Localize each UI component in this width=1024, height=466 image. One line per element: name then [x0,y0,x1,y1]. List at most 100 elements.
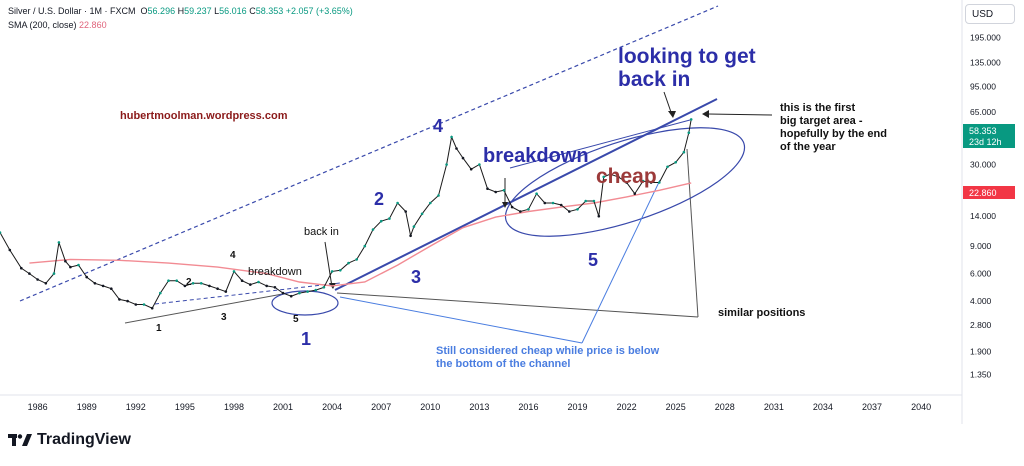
price-point [20,266,23,270]
price-point [191,282,195,285]
x-tick-label: 2001 [273,402,293,412]
chart-legend: Silver / U.S. Dollar · 1M · FXCM O56.296… [8,4,353,32]
sma-badge-value: 22.860 [969,188,997,198]
sma-badge: 22.860 [963,186,1015,199]
tradingview-logo-icon [8,434,32,446]
price-point [64,259,67,263]
price-point [199,282,203,285]
x-tick-label: 2007 [371,402,391,412]
price-point [429,201,432,205]
price-point [159,291,162,295]
x-tick-label: 1995 [175,402,195,412]
watermark-text: hubertmoolman.wordpress.com [120,110,288,122]
y-tick-label: 195.000 [970,33,1001,43]
price-point [118,298,121,301]
x-tick-label: 2019 [568,402,588,412]
price-point [101,284,105,288]
price-point [306,290,309,293]
similar-positions-label: similar positions [718,307,805,319]
price-point [183,284,187,288]
legend-row-symbol: Silver / U.S. Dollar · 1M · FXCM O56.296… [8,4,353,18]
price-point [404,210,408,213]
legend-symbol[interactable]: Silver / U.S. Dollar · 1M · FXCM [8,6,136,16]
price-point [682,150,686,154]
price-point [461,156,465,160]
legend-open: 56.296 [147,6,176,16]
looking-arrow-head [668,111,676,118]
price-point [412,225,416,228]
legend-change: +2.057 (+3.65%) [285,6,353,16]
price-point [371,228,375,231]
legend-high-label: H [177,6,185,16]
x-tick-label: 1992 [126,402,146,412]
similar-positions-line-right [686,148,699,318]
sma-200-line [29,182,692,287]
price-point [44,282,48,285]
legend-sma-value: 22.860 [79,20,107,30]
breakdown-big-label: breakdown [483,145,589,167]
price-point [110,287,113,291]
legend-row-sma: SMA (200, close) 22.860 [8,18,353,32]
price-point [409,234,412,237]
x-tick-label: 2010 [420,402,440,412]
price-point [208,284,211,288]
y-tick-label: 1.350 [970,370,992,380]
y-tick-label: 2.800 [970,320,992,330]
wave-2-big: 2 [374,189,384,209]
price-point [608,172,612,176]
price-point [568,210,571,213]
target-arrow [707,113,773,116]
price-point [52,272,56,275]
price-point [224,290,228,293]
last-price-badge: 58.353 23d 12h [963,124,1015,148]
legend-sma-label[interactable]: SMA (200, close) [8,20,77,30]
price-point [597,214,601,218]
price-point [379,219,383,223]
price-point [687,131,691,134]
price-point [450,135,453,139]
price-point [134,303,138,306]
price-point [265,284,269,288]
price-point [289,294,293,298]
last-price-value: 58.353 [969,126,997,136]
tradingview-brand: TradingView [37,431,131,448]
y-tick-label: 95.000 [970,81,996,91]
wave-1-big: 1 [301,329,311,349]
price-point [445,163,448,166]
price-point [689,118,693,121]
price-point [347,261,350,265]
price-point [175,279,178,283]
price-point [602,175,605,179]
price-point [625,181,628,184]
x-tick-label: 2013 [469,402,489,412]
looking-text-2: back in [618,68,690,91]
x-axis-ticks: 1986 1989 1992 1995 1998 2001 2004 2007 2010 2013… [28,402,932,412]
price-point [126,299,129,303]
price-point [322,286,326,289]
price-point [592,199,596,203]
currency-button[interactable]: USD [965,4,1015,24]
small-wave-5: 5 [293,314,299,325]
wave-4-big: 4 [433,116,443,136]
still-cheap-pointer-right [581,179,661,344]
tradingview-logo[interactable]: TradingView [8,431,131,449]
price-point [649,181,653,184]
price-point [142,303,146,306]
small-wave-4: 4 [230,250,236,261]
legend-high: 59.237 [184,6,212,16]
price-points [0,118,693,310]
x-tick-label: 2016 [518,402,538,412]
price-point [633,192,637,195]
price-point [240,279,244,283]
y-tick-label: 9.000 [970,241,992,251]
breakdown-arrow-head [502,202,508,208]
small-wave-1: 1 [156,323,162,334]
legend-close-label: C [249,6,256,16]
legend-close: 58.353 [255,6,284,16]
price-point [641,179,645,183]
price-point [519,210,522,213]
price-point [658,181,661,184]
x-tick-label: 2034 [813,402,833,412]
price-point [273,286,277,289]
